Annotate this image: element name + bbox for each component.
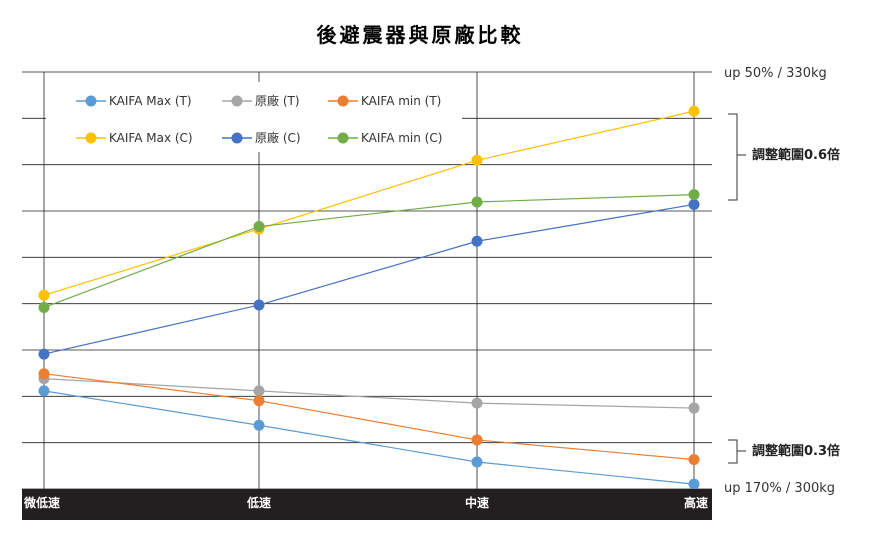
lower-range-label: 調整範圍0.3倍: [752, 443, 840, 459]
legend-swatch-marker: [337, 132, 349, 144]
data-point: [688, 478, 700, 490]
series-lines: [43, 110, 695, 485]
category-label: 微低速: [23, 495, 60, 510]
legend-background: [46, 82, 462, 152]
data-point: [38, 368, 50, 380]
legend-label: KAIFA Max (C): [109, 131, 193, 145]
legend-label: KAIFA min (T): [361, 94, 441, 108]
data-point: [471, 434, 483, 446]
legend-label: KAIFA Max (T): [109, 94, 192, 108]
category-axis-bar: 微低速 低速 中速 高速: [22, 489, 712, 520]
legend-label: 原廠 (T): [255, 93, 300, 108]
category-label: 中速: [465, 495, 489, 510]
data-point: [688, 198, 700, 210]
lower-range-bracket: [728, 439, 746, 464]
chart-title: 後避震器與原廠比較: [317, 23, 524, 47]
legend-swatch-marker: [85, 132, 97, 144]
series-points: [38, 105, 700, 490]
upper-range-bracket: [728, 113, 746, 201]
data-point: [253, 395, 265, 407]
category-label: 高速: [684, 495, 708, 510]
legend-swatch-marker: [231, 95, 243, 107]
data-point: [253, 419, 265, 431]
bottom-axis-label: up 170% / 300kg: [724, 481, 835, 496]
series-line: [43, 203, 695, 355]
series-line: [43, 378, 695, 409]
category-label: 低速: [246, 495, 271, 510]
upper-range-label: 調整範圍0.6倍: [752, 147, 840, 163]
legend: KAIFA Max (T) 原廠 (T) KAIFA min (T) KAIFA Ma…: [46, 82, 462, 152]
data-point: [688, 454, 700, 466]
data-point: [471, 196, 483, 208]
category-band: [22, 489, 712, 520]
legend-label: KAIFA min (C): [361, 131, 442, 145]
series-line: [43, 373, 695, 461]
series-line: [43, 194, 695, 309]
data-point: [471, 154, 483, 166]
top-axis-label: up 50% / 330kg: [724, 66, 827, 81]
series-line: [43, 110, 695, 296]
legend-swatch-marker: [85, 95, 97, 107]
data-point: [253, 299, 265, 311]
data-point: [38, 289, 50, 301]
data-point: [38, 385, 50, 397]
data-point: [253, 385, 265, 397]
legend-swatch-marker: [337, 95, 349, 107]
legend-swatch-marker: [231, 132, 243, 144]
data-point: [38, 348, 50, 360]
data-point: [471, 397, 483, 409]
data-point: [253, 221, 265, 233]
data-point: [471, 235, 483, 247]
series-line: [43, 390, 695, 485]
data-point: [688, 189, 700, 201]
legend-label: 原廠 (C): [255, 130, 301, 145]
data-point: [688, 402, 700, 414]
data-point: [38, 301, 50, 313]
data-point: [688, 105, 700, 117]
data-point: [471, 456, 483, 468]
